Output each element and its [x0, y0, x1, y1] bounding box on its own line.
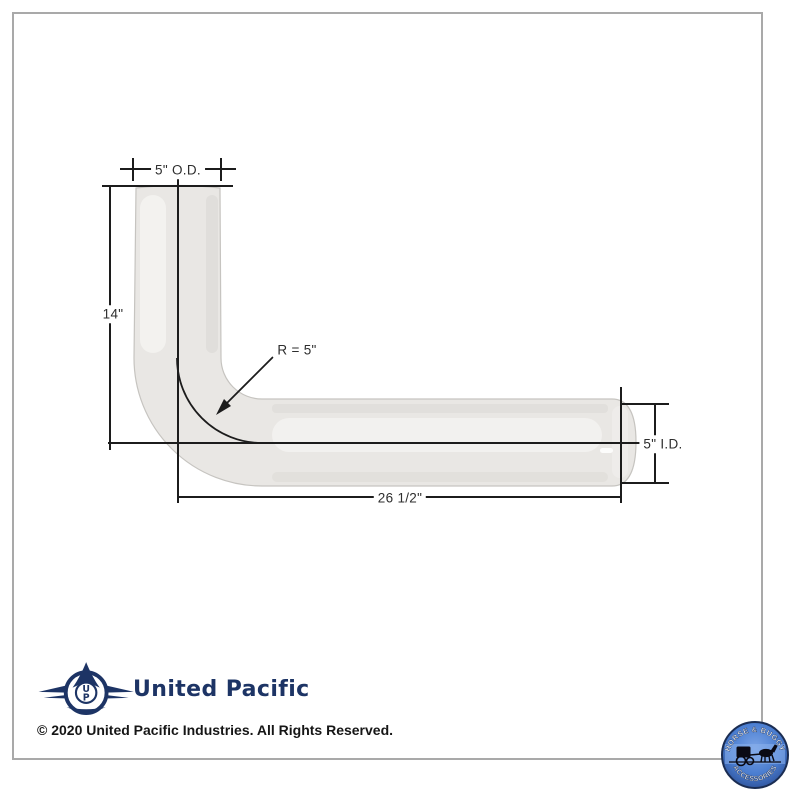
pipe-shade-bottom [272, 472, 608, 482]
radius-leader-line [225, 356, 274, 405]
pipe-highlight-horizontal [272, 418, 602, 452]
od-dimension-label: 5" O.D. [151, 161, 205, 179]
pipe-end-notch [600, 448, 613, 453]
company-name: United Pacific [133, 677, 310, 702]
monogram-p: P [83, 692, 90, 703]
monogram-u: U [82, 684, 90, 695]
copyright-text: © 2020 United Pacific Industries. All Ri… [37, 722, 394, 738]
pipe-shade-top [272, 404, 608, 413]
united-pacific-emblem-icon: U P [38, 662, 134, 716]
pipe-highlight-vertical [140, 195, 166, 353]
height-dimension-label: 14" [98, 305, 128, 323]
bend-radius-label: R = 5" [273, 341, 321, 359]
pipe-shade-vertical [206, 195, 218, 353]
bend-radius-arc [176, 357, 263, 444]
id-dimension-label: 5" I.D. [639, 435, 687, 453]
length-dimension-label: 26 1/2" [373, 489, 427, 507]
horse-buggy-badge-icon: HORSE & BUGGY ACCESSORIES [721, 721, 789, 789]
radius-arrowhead-icon [216, 399, 231, 415]
